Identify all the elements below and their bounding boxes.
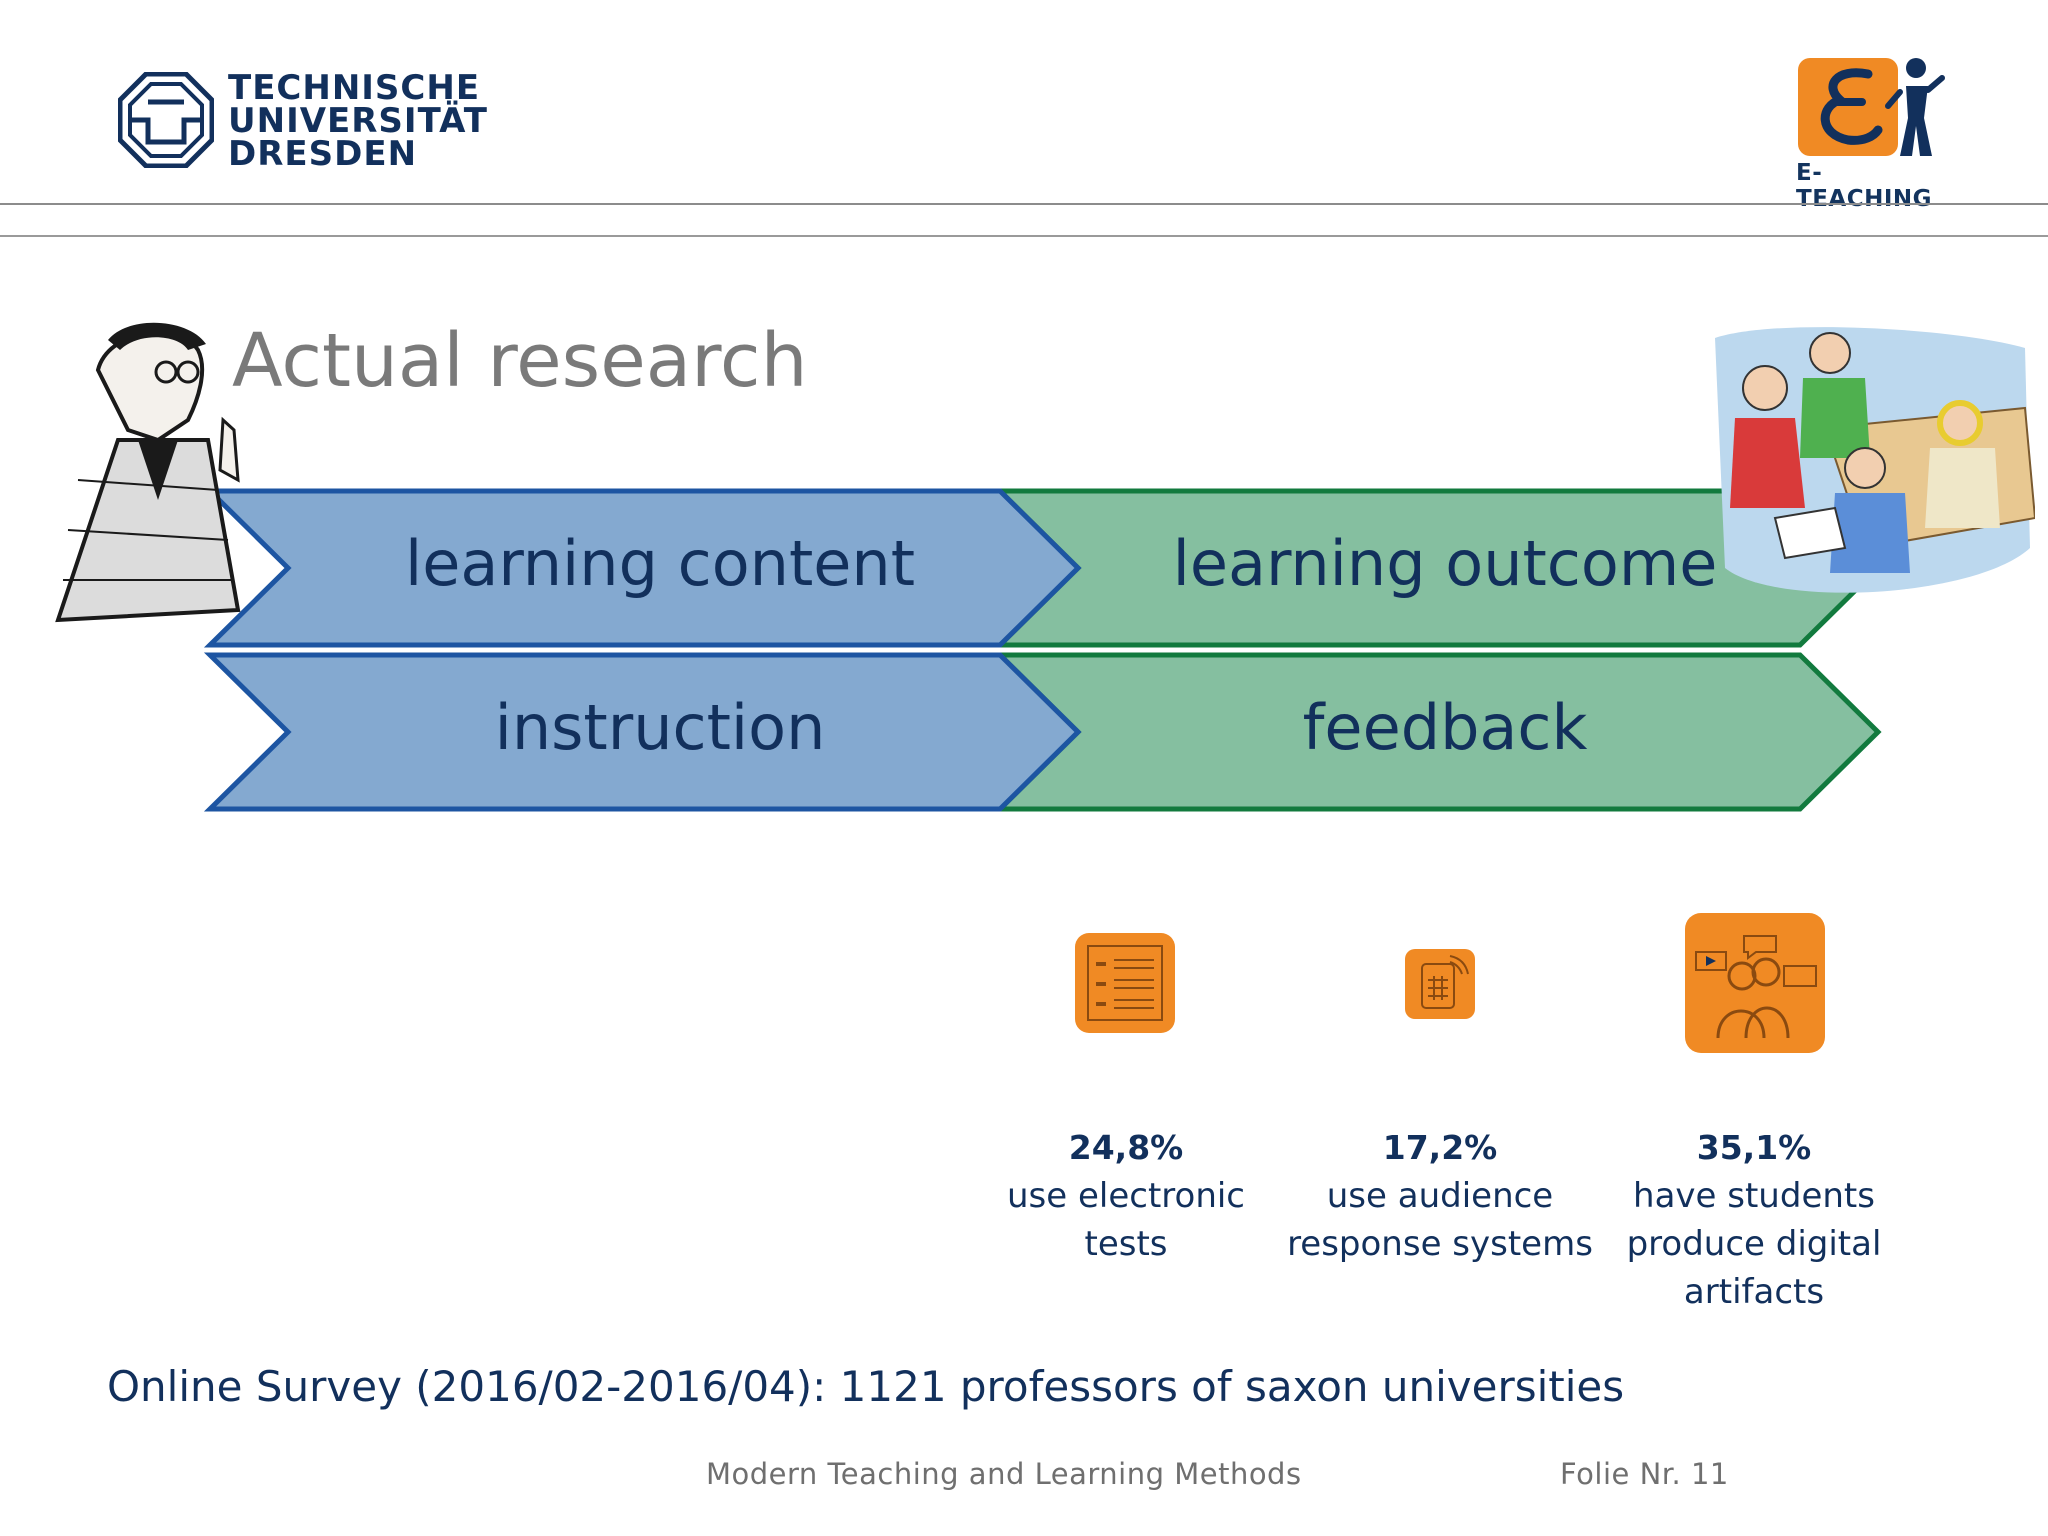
digital-artifacts-icon <box>1685 913 1825 1053</box>
university-line-3: DRESDEN <box>228 134 418 174</box>
stat-percent: 24,8% <box>1068 1128 1184 1167</box>
stat-desc-line: have students <box>1633 1176 1875 1216</box>
students-illustration-icon <box>1715 327 2035 593</box>
stat-audience-response: 17,2% use audience response systems <box>1280 1124 1600 1268</box>
stat-desc-line: artifacts <box>1683 1272 1825 1312</box>
stat-percent: 17,2% <box>1382 1128 1498 1167</box>
stat-desc-line: use audience <box>1326 1176 1554 1216</box>
label-learning-outcome: learning outcome <box>1172 527 1718 600</box>
e-teaching-label: E-TEACHING <box>1796 160 1933 212</box>
header-divider <box>0 203 2048 205</box>
stat-desc-line: response systems <box>1287 1224 1593 1264</box>
header-divider-lower <box>0 235 2048 237</box>
label-feedback: feedback <box>1302 691 1588 764</box>
stat-digital-artifacts: 35,1% have students produce digital arti… <box>1594 1124 1914 1316</box>
tud-logo: TECHNISCHE UNIVERSITÄT DRESDEN <box>118 71 487 172</box>
university-line-1: TECHNISCHE <box>228 68 481 108</box>
footer-slide-number: Folie Nr. 11 <box>1560 1457 1729 1491</box>
arrow-instruction <box>203 652 1082 812</box>
label-learning-content: learning content <box>404 527 916 600</box>
e-teaching-logo: E-TEACHING <box>1796 56 1946 212</box>
stat-desc-line: use electronic tests <box>1006 1176 1246 1264</box>
stat-percent: 35,1% <box>1696 1128 1812 1167</box>
stat-desc-line: produce digital <box>1626 1224 1882 1264</box>
arrow-learning-content <box>203 488 1082 648</box>
tud-logo-icon <box>118 72 214 168</box>
audience-response-icon <box>1405 949 1475 1019</box>
slide-title: Actual research <box>232 318 808 404</box>
footer-course-title: Modern Teaching and Learning Methods <box>706 1457 1302 1491</box>
university-line-2: UNIVERSITÄT <box>228 101 488 141</box>
label-instruction: instruction <box>494 691 826 764</box>
survey-note: Online Survey (2016/02-2016/04): 1121 pr… <box>107 1362 1625 1411</box>
professor-illustration-icon <box>55 322 241 623</box>
electronic-test-icon <box>1075 933 1175 1033</box>
stat-electronic-tests: 24,8% use electronic tests <box>966 1124 1286 1268</box>
e-teaching-logo-icon <box>1798 58 1945 156</box>
